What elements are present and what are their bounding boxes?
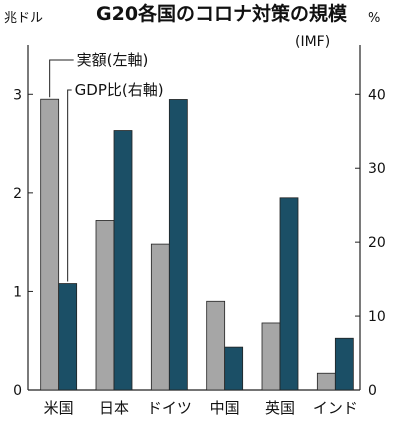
right-axis-unit: %: [368, 11, 380, 26]
bars: [40, 98, 354, 391]
bar-gdp-ratio-5: [279, 197, 299, 391]
bar-amount-6: [316, 372, 336, 391]
chart-subtitle: (IMF): [295, 34, 330, 50]
category-label: 米国: [44, 399, 74, 417]
left-tick-label: 2: [13, 186, 22, 202]
right-tick-label: 0: [368, 383, 377, 399]
bar-gdp-ratio-2: [113, 130, 133, 391]
right-tick-label: 10: [368, 309, 386, 325]
right-tick-label: 20: [368, 235, 386, 251]
bar-gdp-ratio-1: [58, 283, 78, 391]
bar-amount-2: [95, 220, 115, 391]
left-tick-label: 3: [13, 87, 22, 103]
category-label: インド: [313, 399, 358, 417]
category-label: ドイツ: [147, 399, 192, 417]
right-tick-label: 40: [368, 87, 386, 103]
category-labels: 米国 日本 ドイツ 中国 英国 インド: [44, 399, 358, 417]
bar-amount-3: [150, 243, 170, 391]
left-tick-label: 0: [13, 383, 22, 399]
axes: [27, 45, 361, 391]
legend-label-amount: 実額(左軸): [77, 51, 149, 69]
bar-gdp-ratio-4: [224, 346, 244, 391]
bar-gdp-ratio-3: [168, 99, 188, 391]
legend-leader-gdp: [67, 89, 72, 282]
left-tick-label: 1: [13, 284, 22, 300]
legend: 実額(左軸) GDP比(右軸): [49, 51, 164, 282]
bar-amount-4: [206, 300, 226, 391]
left-axis-unit: 兆ドル: [4, 11, 43, 26]
category-label: 日本: [99, 399, 129, 417]
category-label: 英国: [265, 399, 295, 417]
right-tick-label: 30: [368, 161, 386, 177]
bar-gdp-ratio-6: [334, 337, 354, 391]
bar-amount-1: [40, 98, 60, 391]
chart-title: G20各国のコロナ対策の規模: [96, 2, 348, 25]
legend-label-gdp: GDP比(右軸): [75, 81, 164, 99]
bar-amount-5: [261, 322, 281, 391]
legend-leader-amount: [49, 59, 74, 98]
category-label: 中国: [210, 399, 240, 417]
